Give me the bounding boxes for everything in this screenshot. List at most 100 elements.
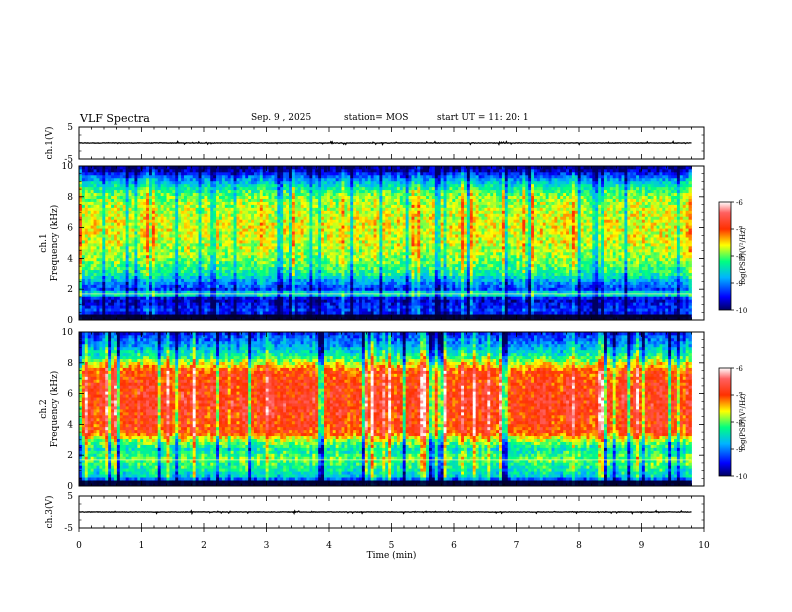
heatmap-cell xyxy=(93,293,97,297)
heatmap-cell xyxy=(324,204,328,208)
heatmap-cell xyxy=(274,183,278,188)
heatmap-cell xyxy=(277,192,281,197)
heatmap-cell xyxy=(271,237,275,241)
heatmap-cell xyxy=(245,284,249,288)
heatmap-cell xyxy=(277,275,281,279)
heatmap-cell xyxy=(128,204,132,208)
heatmap-cell xyxy=(289,281,293,285)
heatmap-cell xyxy=(329,207,334,211)
heatmap-cell xyxy=(213,281,217,285)
heatmap-cell xyxy=(96,248,100,253)
heatmap-cell xyxy=(169,257,173,262)
heatmap-cell xyxy=(300,308,304,312)
heatmap-cell xyxy=(134,177,138,182)
heatmap-cell xyxy=(224,281,229,285)
heatmap-cell xyxy=(283,263,287,268)
heatmap-cell xyxy=(181,311,185,315)
heatmap-cell xyxy=(192,254,197,259)
heatmap-cell xyxy=(90,311,94,315)
heatmap-cell xyxy=(172,213,176,217)
heatmap-cell xyxy=(286,195,290,199)
heatmap-cell xyxy=(114,251,118,256)
heatmap-cell xyxy=(96,222,100,226)
heatmap-cell xyxy=(306,207,310,211)
heatmap-cell xyxy=(181,296,185,300)
heatmap-cell xyxy=(201,254,205,259)
heatmap-cell xyxy=(306,245,310,250)
heatmap-cell xyxy=(221,311,226,315)
heatmap-cell xyxy=(87,195,92,199)
heatmap-cell xyxy=(105,228,109,232)
heatmap-cell xyxy=(256,290,261,294)
heatmap-cell xyxy=(262,278,267,282)
heatmap-cell xyxy=(271,272,275,276)
heatmap-cell xyxy=(189,281,194,285)
heatmap-cell xyxy=(169,281,173,285)
heatmap-cell xyxy=(329,299,334,303)
heatmap-cell xyxy=(140,296,144,300)
heatmap-cell xyxy=(286,243,290,247)
heatmap-cell xyxy=(178,290,182,294)
heatmap-cell xyxy=(157,192,162,197)
heatmap-cell xyxy=(192,177,197,182)
heatmap-cell xyxy=(254,168,258,173)
heatmap-cell xyxy=(286,201,290,205)
heatmap-cell xyxy=(300,219,304,223)
heatmap-cell xyxy=(192,269,197,274)
heatmap-cell xyxy=(277,251,281,256)
heatmap-cell xyxy=(297,287,302,291)
heatmap-cell xyxy=(181,278,185,282)
heatmap-cell xyxy=(178,296,182,300)
heatmap-cell xyxy=(271,225,275,229)
heatmap-cell xyxy=(181,171,185,176)
heatmap-cell xyxy=(151,278,156,282)
heatmap-cell xyxy=(265,311,269,315)
heatmap-cell xyxy=(350,281,354,285)
heatmap-cell xyxy=(166,248,170,253)
heatmap-cell xyxy=(326,207,331,211)
heatmap-cell xyxy=(335,177,339,182)
heatmap-cell xyxy=(224,192,229,197)
heatmap-cell xyxy=(87,308,92,312)
heatmap-cell xyxy=(265,166,269,170)
heatmap-cell xyxy=(175,234,179,238)
heatmap-cell xyxy=(344,207,348,211)
heatmap-cell xyxy=(286,287,290,291)
heatmap-cell xyxy=(79,311,83,315)
heatmap-cell xyxy=(221,189,226,194)
heatmap-cell xyxy=(274,174,278,179)
heatmap-cell xyxy=(289,207,293,211)
heatmap-cell xyxy=(242,281,246,285)
heatmap-cell xyxy=(201,245,205,250)
heatmap-cell xyxy=(154,311,159,315)
heatmap-cell xyxy=(221,263,226,268)
heatmap-cell xyxy=(324,195,328,199)
heatmap-cell xyxy=(99,281,103,285)
heatmap-cell xyxy=(332,311,337,315)
heatmap-cell xyxy=(207,272,211,276)
heatmap-cell xyxy=(189,171,194,176)
heatmap-cell xyxy=(216,180,220,185)
heatmap-cell xyxy=(265,228,269,232)
heatmap-cell xyxy=(131,204,135,208)
heatmap-cell xyxy=(81,281,86,285)
heatmap-cell xyxy=(251,231,255,235)
heatmap-cell xyxy=(283,234,287,238)
heatmap-cell xyxy=(259,299,264,303)
heatmap-cell xyxy=(315,269,319,274)
heatmap-cell xyxy=(280,228,284,232)
heatmap-cell xyxy=(84,171,89,176)
heatmap-cell xyxy=(198,195,202,199)
heatmap-cell xyxy=(122,225,127,229)
heatmap-cell xyxy=(277,272,281,276)
heatmap-cell xyxy=(178,302,182,306)
heatmap-cell xyxy=(239,171,243,176)
heatmap-cell xyxy=(329,240,334,244)
heatmap-cell xyxy=(181,198,185,202)
heatmap-cell xyxy=(268,237,272,241)
heatmap-cell xyxy=(289,210,293,214)
heatmap-cell xyxy=(239,195,243,199)
heatmap-cell xyxy=(306,166,310,170)
heatmap-cell xyxy=(216,168,220,173)
heatmap-cell xyxy=(289,204,293,208)
